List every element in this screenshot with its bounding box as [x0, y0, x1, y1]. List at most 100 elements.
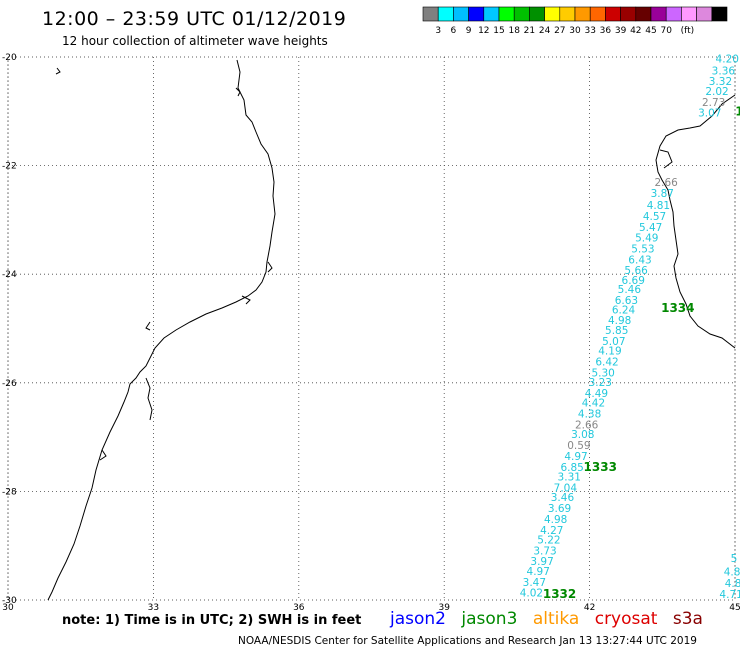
swh-value-label: 3.07 — [698, 108, 721, 120]
colorbar-tick-label: 39 — [615, 26, 627, 36]
swh-value-label: 4.49 — [585, 388, 608, 400]
swh-value-label: 3.36 — [712, 65, 736, 77]
swh-value-label: 3.97 — [530, 556, 553, 568]
coastline-madagascar-detail — [659, 149, 673, 169]
sat-jason3: jason3 — [461, 609, 518, 629]
colorbar-tick-label: 6 — [451, 26, 457, 36]
swh-value-label: 4.71 — [719, 589, 740, 601]
swh-value-label: 3.73 — [533, 545, 556, 557]
swh-value-label: 4.57 — [643, 211, 666, 223]
swh-value-label: 3.23 — [589, 377, 612, 389]
lon-tick-label: 30 — [2, 603, 14, 613]
swh-value-label: 0.59 — [567, 440, 590, 452]
colorbar-tick-label: 24 — [539, 26, 551, 36]
swh-value-label: 5.53 — [631, 243, 654, 255]
sat-altika: altika — [532, 609, 580, 629]
swh-value-label: 5.66 — [624, 265, 648, 277]
swh-value-label: 2.66 — [654, 177, 678, 189]
swh-value-label: 6.42 — [595, 356, 618, 368]
satellite-track: 4.203.363.322.022.733.072.663.874.814.57… — [520, 53, 740, 600]
swh-value-label: 3.69 — [548, 503, 571, 515]
map-subtitle: 12 hour collection of altimeter wave hei… — [62, 34, 328, 48]
swh-value-label: 5.49 — [635, 233, 658, 245]
swh-value-label: 6.85 — [560, 462, 583, 474]
sat-cryosat: cryosat — [594, 609, 658, 629]
colorbar-tick-label: 30 — [569, 26, 581, 36]
colorbar-tick-label: 27 — [554, 26, 565, 36]
swh-value-label: 4.38 — [578, 409, 601, 421]
lon-tick-label: 45 — [729, 603, 740, 613]
swh-value-label: 2.73 — [702, 97, 725, 109]
orbit-number-label: 1334 — [661, 301, 694, 315]
swh-value-label: 4.27 — [540, 525, 563, 537]
swh-value-label: 3.47 — [523, 577, 546, 589]
swh-value-label: 3.31 — [558, 472, 581, 484]
swh-value-label: 4.02 — [520, 588, 543, 600]
colorbar-tick-label: 70 — [660, 26, 672, 36]
swh-value-label: 3.46 — [551, 492, 575, 504]
swh-value-label: 7.04 — [554, 482, 578, 494]
orbit-number-label: 1333 — [584, 460, 617, 474]
colorbar-tick-label: 9 — [466, 26, 472, 36]
lat-tick-label: -20 — [2, 53, 17, 63]
lon-tick-label: 36 — [293, 603, 305, 613]
colorbar-unit: (ft) — [681, 26, 695, 36]
swh-value-label: 4.19 — [598, 346, 621, 358]
swh-value-label: 5.07 — [602, 336, 625, 348]
swh-value-label: 6.69 — [622, 275, 645, 287]
lat-tick-label: -30 — [2, 596, 17, 606]
swh-value-label: 4.98 — [544, 514, 567, 526]
swh-value-label: 4.97 — [564, 451, 587, 463]
map-frame — [7, 56, 736, 601]
swh-value-label: 3.32 — [709, 76, 732, 88]
colorbar-tick-label: 3 — [435, 26, 441, 36]
swh-value-label: 4.98 — [608, 315, 631, 327]
sat-jason2: jason2 — [390, 609, 446, 629]
swh-value-label: 4.81 — [647, 200, 670, 212]
lon-tick-label: 33 — [148, 603, 159, 613]
coastline-west — [47, 59, 276, 601]
lat-tick-label: -22 — [2, 162, 17, 172]
colorbar-swatch — [711, 6, 728, 22]
coastline-madagascar — [655, 94, 736, 349]
swh-value-label: 3.08 — [571, 429, 594, 441]
lon-tick-label: 39 — [438, 603, 450, 613]
swh-value-label: 6.43 — [628, 254, 651, 266]
sat-s3a: s3a — [672, 609, 703, 629]
swh-value-label: 5 — [731, 553, 738, 565]
graticule — [7, 56, 736, 601]
swh-value-label: 4.8 — [725, 578, 740, 590]
swh-value-label: 5.47 — [639, 222, 662, 234]
swh-value-label: 5.22 — [537, 535, 560, 547]
colorbar-tick-label: 36 — [600, 26, 612, 36]
colorbar-tick-label: 45 — [645, 26, 656, 36]
swh-value-label: 4.97 — [527, 566, 550, 578]
lat-tick-label: -26 — [2, 379, 17, 389]
lat-tick-label: -24 — [2, 270, 17, 280]
colorbar-tick-label: 42 — [630, 26, 641, 36]
swh-value-label: 6.24 — [612, 304, 636, 316]
footer-note: note: 1) Time is in UTC; 2) SWH is in fe… — [62, 613, 362, 628]
swh-value-label: 5.30 — [591, 367, 614, 379]
colorbar-tick-label: 33 — [584, 26, 595, 36]
orbit-number-label: 1332 — [543, 587, 576, 601]
swh-value-label: 2.02 — [705, 86, 728, 98]
swh-value-label: 4.42 — [582, 398, 605, 410]
map-title: 12:00 – 23:59 UTC 01/12/2019 — [42, 8, 347, 30]
colorbar-tick-label: 18 — [508, 26, 520, 36]
colorbar-tick-label: 15 — [493, 26, 504, 36]
swh-value-label: 3.87 — [651, 188, 674, 200]
swh-value-label: 2.66 — [575, 419, 599, 431]
swh-value-label: 5.85 — [605, 325, 628, 337]
color-legend: 3 6 9 12 15 18 21 24 27 30 33 36 39 42 45 70 (ft) — [422, 6, 728, 36]
lon-tick-label: 42 — [584, 603, 595, 613]
credit-line: NOAA/NESDIS Center for Satellite Applica… — [238, 635, 697, 647]
swh-value-label: 4.20 — [716, 53, 739, 65]
swh-value-label: 5.46 — [618, 284, 642, 296]
swh-value-label: 4.8 — [724, 567, 740, 579]
swh-value-label: 6.63 — [615, 295, 638, 307]
colorbar-tick-label: 12 — [478, 26, 489, 36]
orbit-number-label: 1335 — [735, 105, 740, 119]
